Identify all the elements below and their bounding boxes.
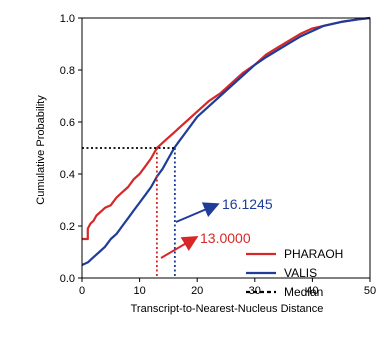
y-axis-label: Cumulative Probability (35, 95, 47, 205)
annotation-arrow-valis (175, 202, 220, 223)
series-line-valis (81, 16, 371, 267)
series-line-pharaoh (82, 16, 371, 241)
plot-lines (81, 16, 371, 267)
y-tick-label: 0.0 (60, 273, 75, 285)
y-axis-ticks: 0.0 0.2 0.4 0.6 0.8 1.0 (60, 13, 82, 285)
x-tick-label: 0 (79, 285, 85, 297)
plot-frame (81, 17, 371, 279)
y-tick-label: 0.8 (60, 65, 75, 77)
legend-entry-valis-label: VALIS (284, 266, 317, 280)
x-axis-ticks: 01020304050 (79, 278, 376, 297)
median-lines (82, 147, 176, 278)
y-tick-label: 1.0 (60, 13, 75, 25)
legend-entry-median-label: Median (284, 285, 323, 299)
x-tick-label: 40 (306, 285, 318, 297)
x-tick-label: 10 (133, 285, 145, 297)
annotation-label-pharaoh: 13.0000 (200, 230, 251, 246)
x-tick-label: 50 (364, 285, 376, 297)
x-tick-label: 20 (191, 285, 203, 297)
y-tick-label: 0.4 (60, 169, 75, 181)
legend-entry-pharaoh-label: PHARAOH (284, 247, 343, 261)
x-axis-label: Transcript-to-Nearest-Nucleus Distance (131, 303, 324, 315)
y-tick-label: 0.6 (60, 117, 75, 129)
y-tick-label: 0.2 (60, 221, 75, 233)
annotation-label-valis: 16.1245 (222, 196, 273, 212)
annotation-arrow-pharaoh (160, 235, 199, 259)
median-annotations: 13.0000 16.1245 (160, 196, 273, 259)
legend: PHARAOH VALIS Median (246, 247, 343, 299)
